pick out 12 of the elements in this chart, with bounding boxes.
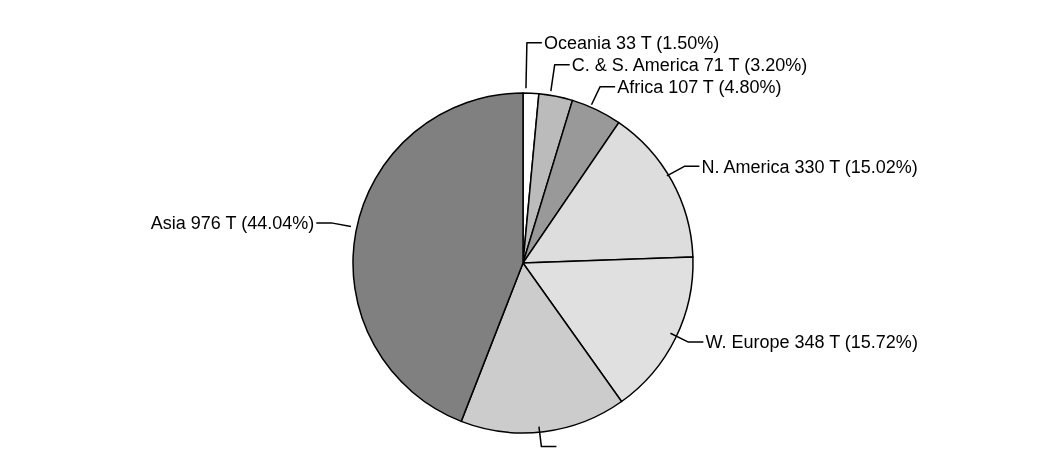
data-label: 330 T (15.02%): [794, 156, 918, 177]
data-label: 348 T (15.72%): [794, 332, 918, 353]
data-label: 33 T (1.50%): [615, 32, 720, 53]
slice-label: Asia: [150, 213, 187, 234]
data-label: 71 T (3.20%): [703, 54, 808, 75]
data-label: 976 T (44.04%): [190, 213, 315, 234]
data-label: 107 T (4.80%): [668, 76, 782, 97]
slice-label: Oceania: [543, 32, 612, 53]
slice-label: C. & S. America: [571, 54, 700, 75]
slice-label: N. America: [701, 156, 791, 177]
slice-label: Africa: [617, 76, 665, 97]
slice-label: W. Europe: [705, 332, 790, 353]
